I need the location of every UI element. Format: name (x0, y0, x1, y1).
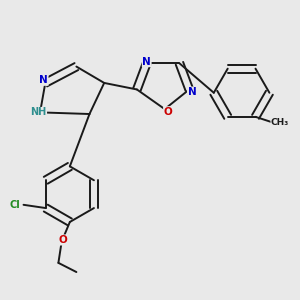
Text: Cl: Cl (10, 200, 21, 210)
Text: N: N (39, 75, 48, 85)
Text: O: O (164, 107, 172, 117)
Text: O: O (59, 235, 68, 245)
Text: N: N (188, 87, 196, 97)
Text: NH: NH (30, 107, 46, 117)
Text: CH₃: CH₃ (271, 118, 289, 127)
Text: N: N (142, 57, 151, 67)
